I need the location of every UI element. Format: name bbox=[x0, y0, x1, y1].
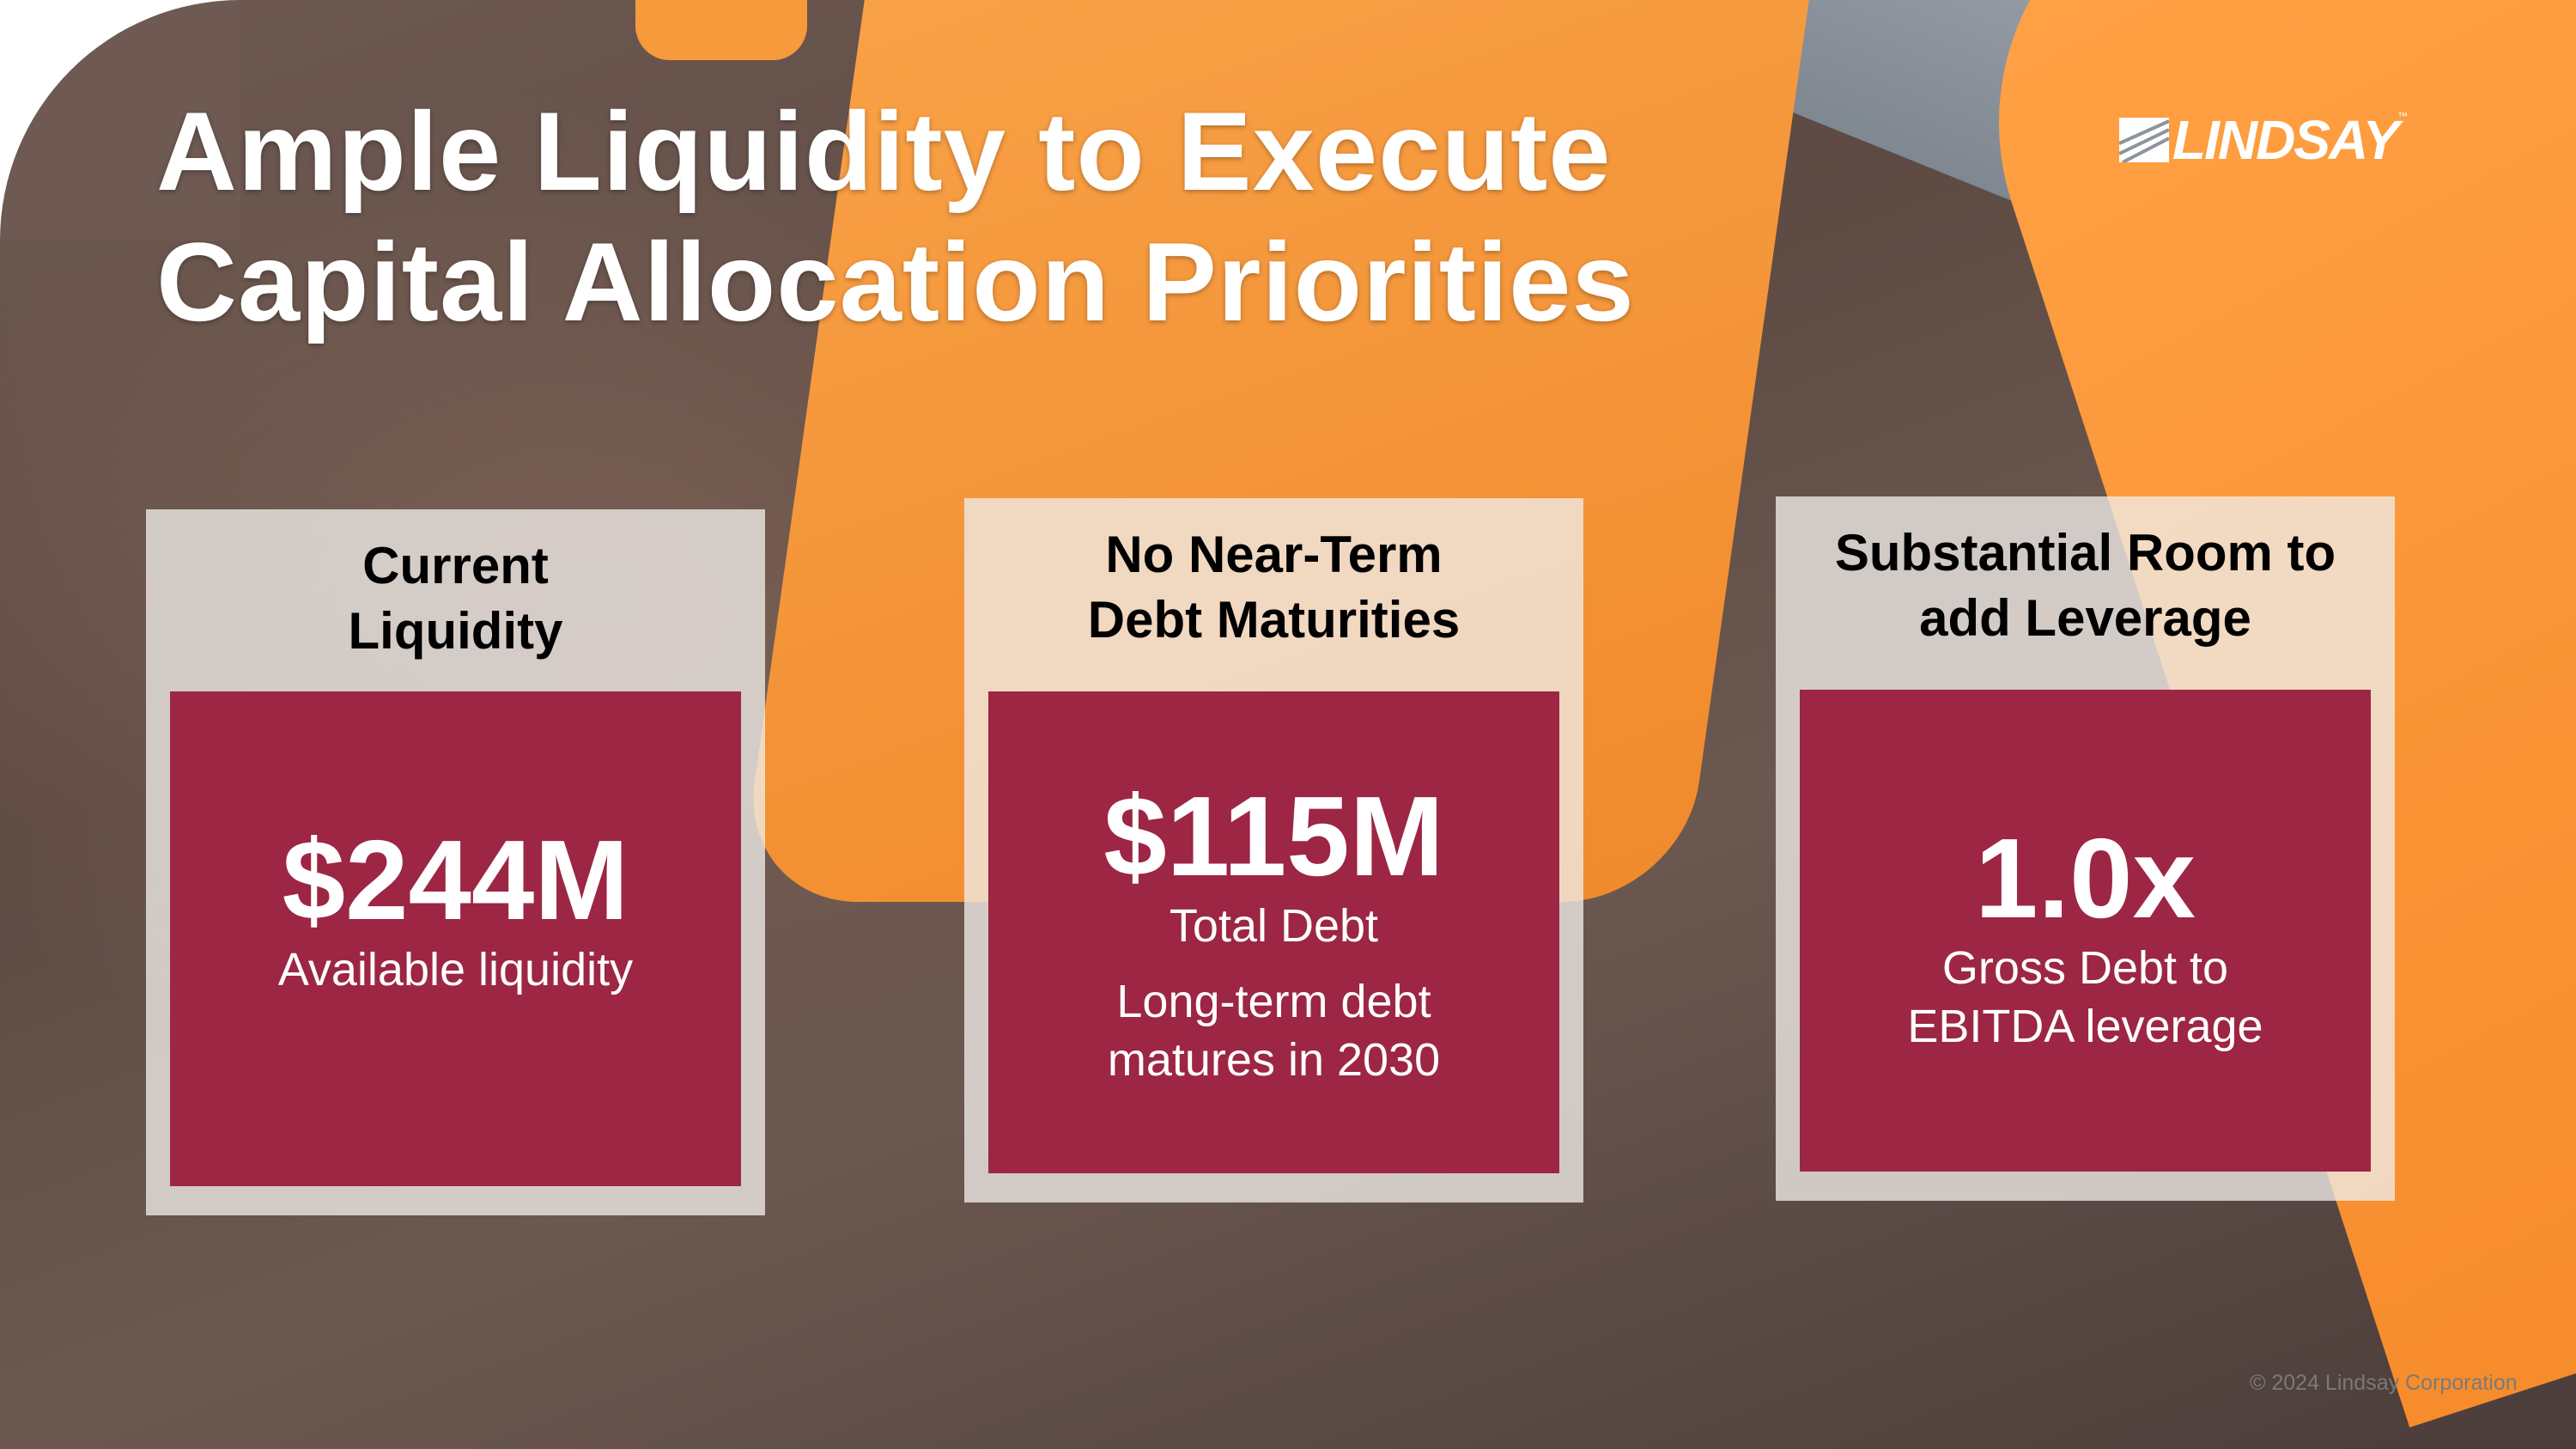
leverage-label: Gross Debt to EBITDA leverage bbox=[1907, 942, 2263, 1052]
lindsay-logo-mark-icon bbox=[2119, 118, 2169, 162]
card-value-panel: $115M Total Debt Long-term debt matures i… bbox=[988, 691, 1559, 1173]
lindsay-logo: LINDSAY ™ bbox=[2119, 108, 2408, 172]
card-value-panel: 1.0x Gross Debt to EBITDA leverage bbox=[1800, 690, 2371, 1172]
maturity-note: Long-term debt matures in 2030 bbox=[1107, 975, 1441, 1086]
card-heading: No Near-Term Debt Maturities bbox=[1087, 526, 1461, 648]
card-current-liquidity: Current Liquidity $244M Available liquidi… bbox=[146, 509, 765, 1215]
slide-title: Ample Liquidity to Execute Capital Alloc… bbox=[156, 86, 1635, 347]
trademark: ™ bbox=[2397, 110, 2409, 122]
liquidity-label: Available liquidity bbox=[277, 944, 634, 995]
background-orange-shape bbox=[635, 0, 807, 60]
total-debt-value: $115M bbox=[1103, 772, 1444, 899]
title-line-1: Ample Liquidity to Execute bbox=[156, 88, 1612, 214]
card-debt-maturities: No Near-Term Debt Maturities $115M Total … bbox=[964, 498, 1583, 1202]
liquidity-value: $244M bbox=[282, 817, 629, 943]
leverage-value: 1.0x bbox=[1975, 815, 2196, 941]
card-value-panel: $244M Available liquidity bbox=[170, 691, 741, 1186]
logo-text: LINDSAY bbox=[2172, 109, 2399, 171]
card-leverage: Substantial Room to add Leverage 1.0x Gro… bbox=[1776, 496, 2395, 1201]
title-line-2: Capital Allocation Priorities bbox=[156, 219, 1635, 344]
card-heading: Substantial Room to add Leverage bbox=[1834, 524, 2336, 647]
total-debt-label: Total Debt bbox=[1169, 899, 1379, 952]
copyright-footer: © 2024 Lindsay Corporation bbox=[2250, 1371, 2518, 1395]
card-heading: Current Liquidity bbox=[348, 537, 563, 660]
corner-decoration bbox=[0, 0, 240, 240]
